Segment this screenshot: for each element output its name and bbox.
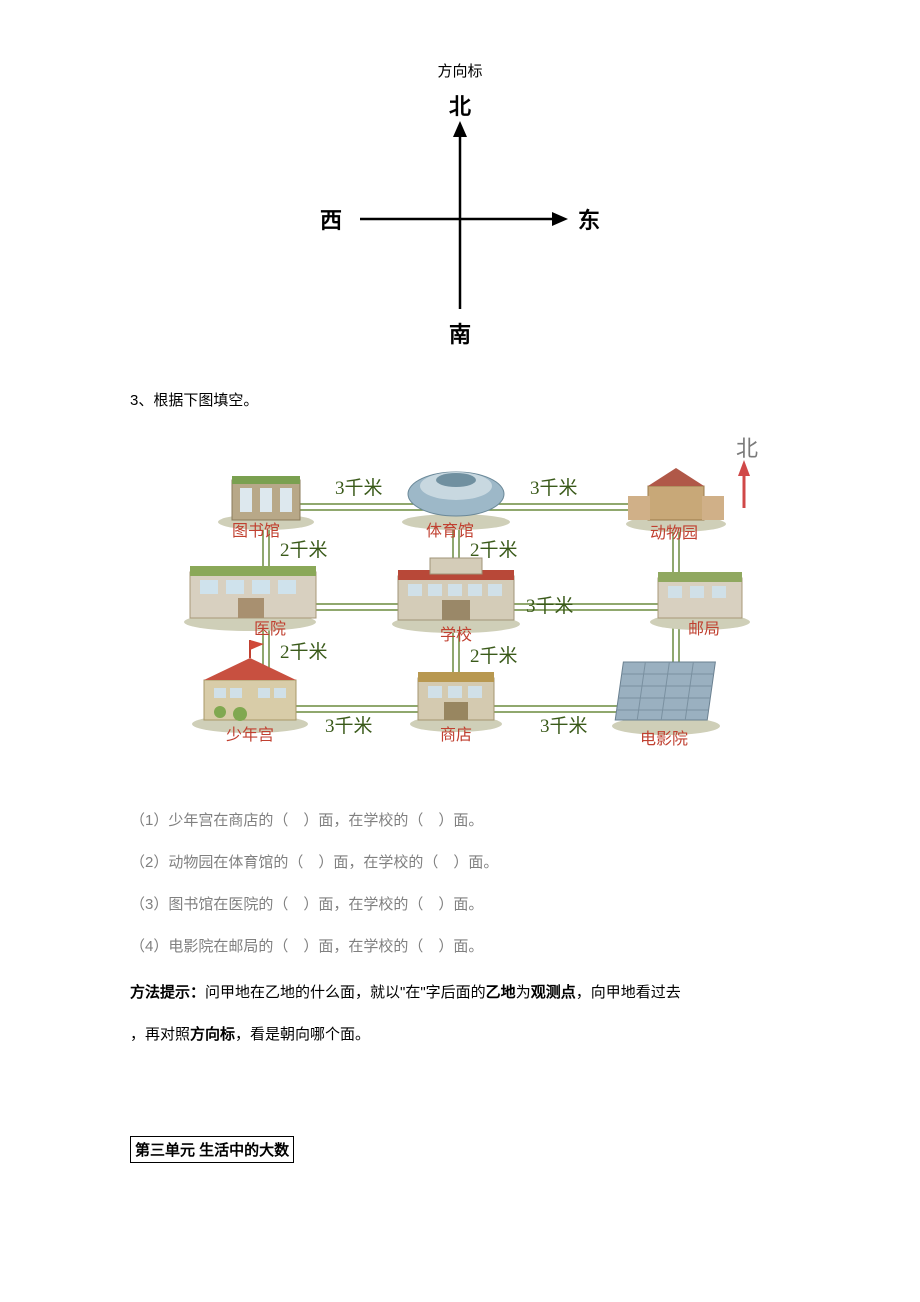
hint-t3: ，向甲地看过去	[576, 984, 681, 1001]
building-library	[218, 476, 314, 530]
compass: 北 南 东 西	[320, 89, 600, 349]
north-text: 北	[736, 436, 758, 461]
map-svg: 北	[150, 430, 770, 770]
hint-t1: 问甲地在乙地的什么面，就以"在"字后面的	[205, 984, 486, 1001]
label-school: 学校	[440, 626, 472, 644]
compass-south: 南	[449, 317, 471, 349]
compass-label: 方向标	[130, 60, 790, 81]
dist-lib-gym: 3千米	[335, 477, 383, 499]
hint-block: 方法提示：问甲地在乙地的什么面，就以"在"字后面的乙地为观测点，向甲地看过去 ，再…	[130, 972, 790, 1056]
question-1: （1）少年宫在商店的（ ）面，在学校的（ ）面。	[130, 800, 790, 842]
questions-block: （1）少年宫在商店的（ ）面，在学校的（ ）面。 （2）动物园在体育馆的（ ）面…	[130, 800, 790, 968]
dist-hosp-youth: 2千米	[280, 641, 328, 663]
hint-obs: 观测点	[531, 984, 576, 1001]
hint-yi: 乙地	[486, 984, 516, 1001]
question-3: （3）图书馆在医院的（ ）面，在学校的（ ）面。	[130, 884, 790, 926]
dist-school-shop: 2千米	[470, 645, 518, 667]
label-post: 邮局	[688, 620, 720, 638]
building-hospital	[184, 566, 316, 631]
question-4: （4）电影院在邮局的（ ）面，在学校的（ ）面。	[130, 926, 790, 968]
hint-label: 方法提示：	[130, 984, 205, 1001]
building-gym	[402, 472, 510, 530]
hint-dir: 方向标	[190, 1026, 235, 1043]
label-cinema: 电影院	[640, 730, 688, 748]
dist-school-post: 3千米	[526, 595, 574, 617]
dist-lib-hosp: 2千米	[280, 539, 328, 561]
q3-title: 3、根据下图填空。	[130, 389, 790, 410]
compass-east: 东	[578, 203, 600, 235]
compass-west: 西	[320, 203, 342, 235]
building-zoo	[626, 468, 726, 532]
hint-t4: ，再对照	[130, 1026, 190, 1043]
hint-t5: ，看是朝向哪个面。	[235, 1026, 370, 1043]
building-cinema	[612, 662, 720, 735]
label-youth: 少年宫	[226, 726, 274, 744]
unit3-title: 第三单元 生活中的大数	[130, 1136, 294, 1163]
label-gym: 体育馆	[426, 522, 474, 540]
dist-shop-cinema: 3千米	[540, 715, 588, 737]
question-2: （2）动物园在体育馆的（ ）面，在学校的（ ）面。	[130, 842, 790, 884]
label-zoo: 动物园	[650, 524, 698, 542]
building-school	[392, 558, 520, 633]
hint-t2: 为	[516, 984, 531, 1001]
label-shop: 商店	[440, 726, 472, 744]
dist-gym-zoo: 3千米	[530, 477, 578, 499]
label-library: 图书馆	[232, 522, 280, 540]
building-shop	[410, 672, 502, 732]
map-container: 北	[130, 430, 790, 770]
label-hospital: 医院	[254, 620, 286, 638]
dist-youth-shop: 3千米	[325, 715, 373, 737]
compass-cross-icon	[350, 119, 570, 319]
compass-container: 北 南 东 西	[130, 89, 790, 349]
compass-north: 北	[449, 89, 471, 121]
